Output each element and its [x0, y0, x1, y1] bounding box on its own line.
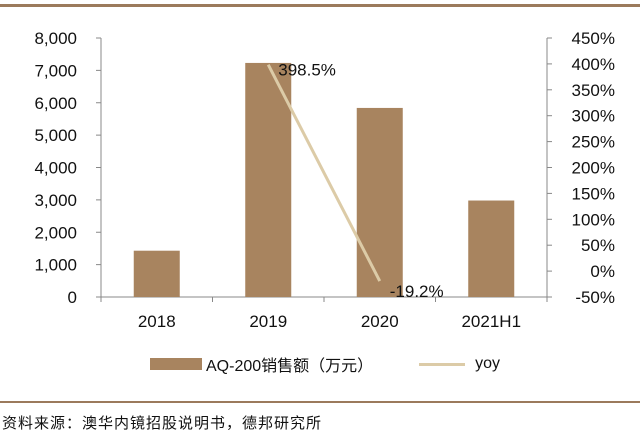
left-tick-label: 5,000	[34, 126, 77, 145]
source-note: 资料来源：澳华内镜招股说明书，德邦研究所	[2, 414, 323, 432]
right-tick-label: 450%	[572, 29, 615, 48]
right-tick-label: -50%	[575, 288, 615, 307]
left-tick-label: 4,000	[34, 159, 77, 178]
left-tick-label: 8,000	[34, 29, 77, 48]
right-tick-label: 0%	[590, 262, 615, 281]
left-tick-label: 7,000	[34, 61, 77, 80]
left-tick-label: 0	[68, 288, 77, 307]
yoy-line	[266, 63, 382, 282]
right-tick-label: 100%	[572, 210, 615, 229]
x-tick-label: 2019	[249, 312, 287, 331]
x-tick-label: 2018	[138, 312, 176, 331]
bar-2021H1	[468, 200, 515, 297]
legend-label-sales: AQ-200销售额（万元）	[206, 358, 374, 375]
right-tick-label: 300%	[572, 107, 615, 126]
left-tick-label: 6,000	[34, 94, 77, 113]
right-tick-label: 150%	[572, 184, 615, 203]
legend-label-yoy: yoy	[475, 355, 501, 372]
right-tick-label: 400%	[572, 55, 615, 74]
bar-2019	[245, 62, 292, 298]
right-tick-label: 200%	[572, 159, 615, 178]
top-rule	[0, 4, 640, 7]
legend: AQ-200销售额（万元） yoy	[150, 352, 546, 376]
legend-item-yoy: yoy	[419, 355, 500, 373]
legend-swatch-line	[419, 362, 466, 366]
left-tick-label: 3,000	[34, 191, 77, 210]
yoy-data-label: 398.5%	[278, 61, 336, 80]
bar-2020	[356, 107, 403, 298]
x-tick-label: 2020	[361, 312, 399, 331]
chart: 0 1,000 2,000 3,000 4,000 5,000 6,000 7,000 8,00…	[34, 29, 615, 331]
left-tick-label: 1,000	[34, 256, 77, 275]
right-tick-label: 250%	[572, 133, 615, 152]
bar-2018	[133, 250, 180, 297]
right-tick-label: 50%	[581, 236, 615, 255]
bottom-rule	[0, 401, 640, 403]
legend-swatch-bar	[150, 358, 202, 370]
right-tick-label: 350%	[572, 81, 615, 100]
x-tick-label: 2021H1	[461, 312, 521, 331]
yoy-data-label: -19.2%	[390, 282, 444, 301]
left-tick-label: 2,000	[34, 223, 77, 242]
legend-item-sales: AQ-200销售额（万元）	[150, 352, 373, 376]
